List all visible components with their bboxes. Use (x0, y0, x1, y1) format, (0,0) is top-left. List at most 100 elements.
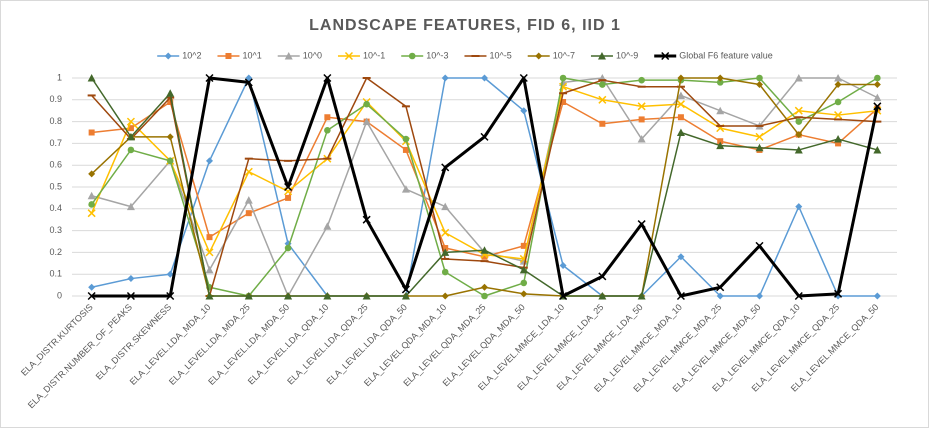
marker (441, 228, 450, 237)
y-tick-label: 0.2 (49, 247, 62, 257)
marker (559, 291, 568, 301)
marker (873, 292, 881, 300)
marker (716, 292, 724, 300)
marker (834, 135, 843, 143)
marker (284, 182, 293, 192)
marker (284, 244, 292, 252)
marker (323, 292, 332, 300)
legend-label: 10^2 (182, 50, 201, 60)
marker (599, 120, 606, 127)
marker (480, 246, 489, 254)
marker (127, 275, 135, 283)
marker (873, 145, 882, 154)
marker (834, 289, 843, 298)
marker (323, 73, 332, 83)
marker (676, 91, 685, 99)
marker (677, 74, 685, 82)
marker (245, 210, 252, 217)
marker (205, 265, 214, 274)
marker (560, 98, 567, 105)
marker (795, 131, 803, 139)
marker (324, 114, 331, 121)
marker (166, 291, 175, 301)
marker (126, 291, 135, 301)
y-tick-label: 1 (57, 72, 62, 82)
marker (717, 138, 724, 145)
marker (834, 98, 842, 106)
y-tick-label: 0.1 (49, 269, 62, 279)
marker (716, 283, 725, 292)
marker (795, 118, 803, 125)
y-tick-label: 0.7 (49, 138, 62, 148)
marker (481, 283, 488, 291)
marker (167, 98, 174, 105)
y-tick-label: 0.4 (49, 203, 62, 213)
marker (755, 241, 764, 250)
legend-marker (344, 51, 353, 61)
legend-marker (597, 52, 606, 60)
marker (206, 157, 213, 165)
chart-title: LANDSCAPE FEATURES, FID 6, IID 1 (309, 17, 621, 34)
marker (166, 270, 174, 278)
marker (834, 81, 842, 89)
marker (599, 81, 606, 88)
marker (676, 100, 685, 109)
marker (441, 248, 450, 256)
legend-label: Global F6 feature value (679, 50, 773, 60)
marker (441, 292, 449, 300)
marker (873, 81, 881, 89)
marker (756, 292, 763, 300)
marker (87, 291, 96, 301)
legend-label: 10^-7 (553, 50, 575, 60)
marker (638, 76, 645, 84)
marker (519, 257, 528, 265)
marker (441, 202, 450, 211)
marker (87, 209, 96, 218)
legend-marker (535, 52, 543, 60)
marker (285, 194, 292, 201)
y-tick-label: 0.5 (49, 181, 62, 191)
marker (716, 79, 724, 86)
marker (480, 132, 489, 141)
marker (520, 107, 528, 115)
marker (127, 125, 134, 132)
marker (88, 129, 95, 136)
marker (716, 106, 725, 115)
marker (873, 102, 882, 111)
marker (755, 132, 764, 141)
marker (559, 74, 567, 82)
marker (205, 248, 214, 257)
legend-marker (284, 52, 293, 60)
legend-marker (164, 52, 172, 60)
marker (244, 78, 253, 87)
legend-label: 10^-9 (616, 50, 638, 60)
marker (519, 265, 528, 274)
marker (126, 132, 135, 141)
marker (519, 73, 528, 83)
marker (756, 74, 763, 82)
marker (402, 135, 410, 143)
marker (87, 191, 96, 200)
marker (756, 81, 763, 89)
marker (88, 201, 95, 208)
y-tick-label: 0 (57, 290, 62, 300)
legend-marker (225, 53, 232, 59)
legend-label: 10^-3 (426, 50, 448, 60)
y-tick-label: 0.6 (49, 160, 62, 170)
marker (638, 116, 645, 123)
marker (677, 114, 684, 121)
marker (126, 202, 135, 211)
marker (676, 291, 685, 301)
marker (794, 145, 803, 154)
marker (873, 93, 882, 102)
marker (401, 185, 410, 193)
marker (244, 196, 253, 204)
marker (794, 106, 803, 115)
marker (481, 253, 488, 260)
legend-label: 10^-5 (489, 50, 511, 60)
legend-label: 10^0 (303, 50, 322, 60)
marker (323, 222, 332, 230)
legend-marker (408, 52, 416, 60)
